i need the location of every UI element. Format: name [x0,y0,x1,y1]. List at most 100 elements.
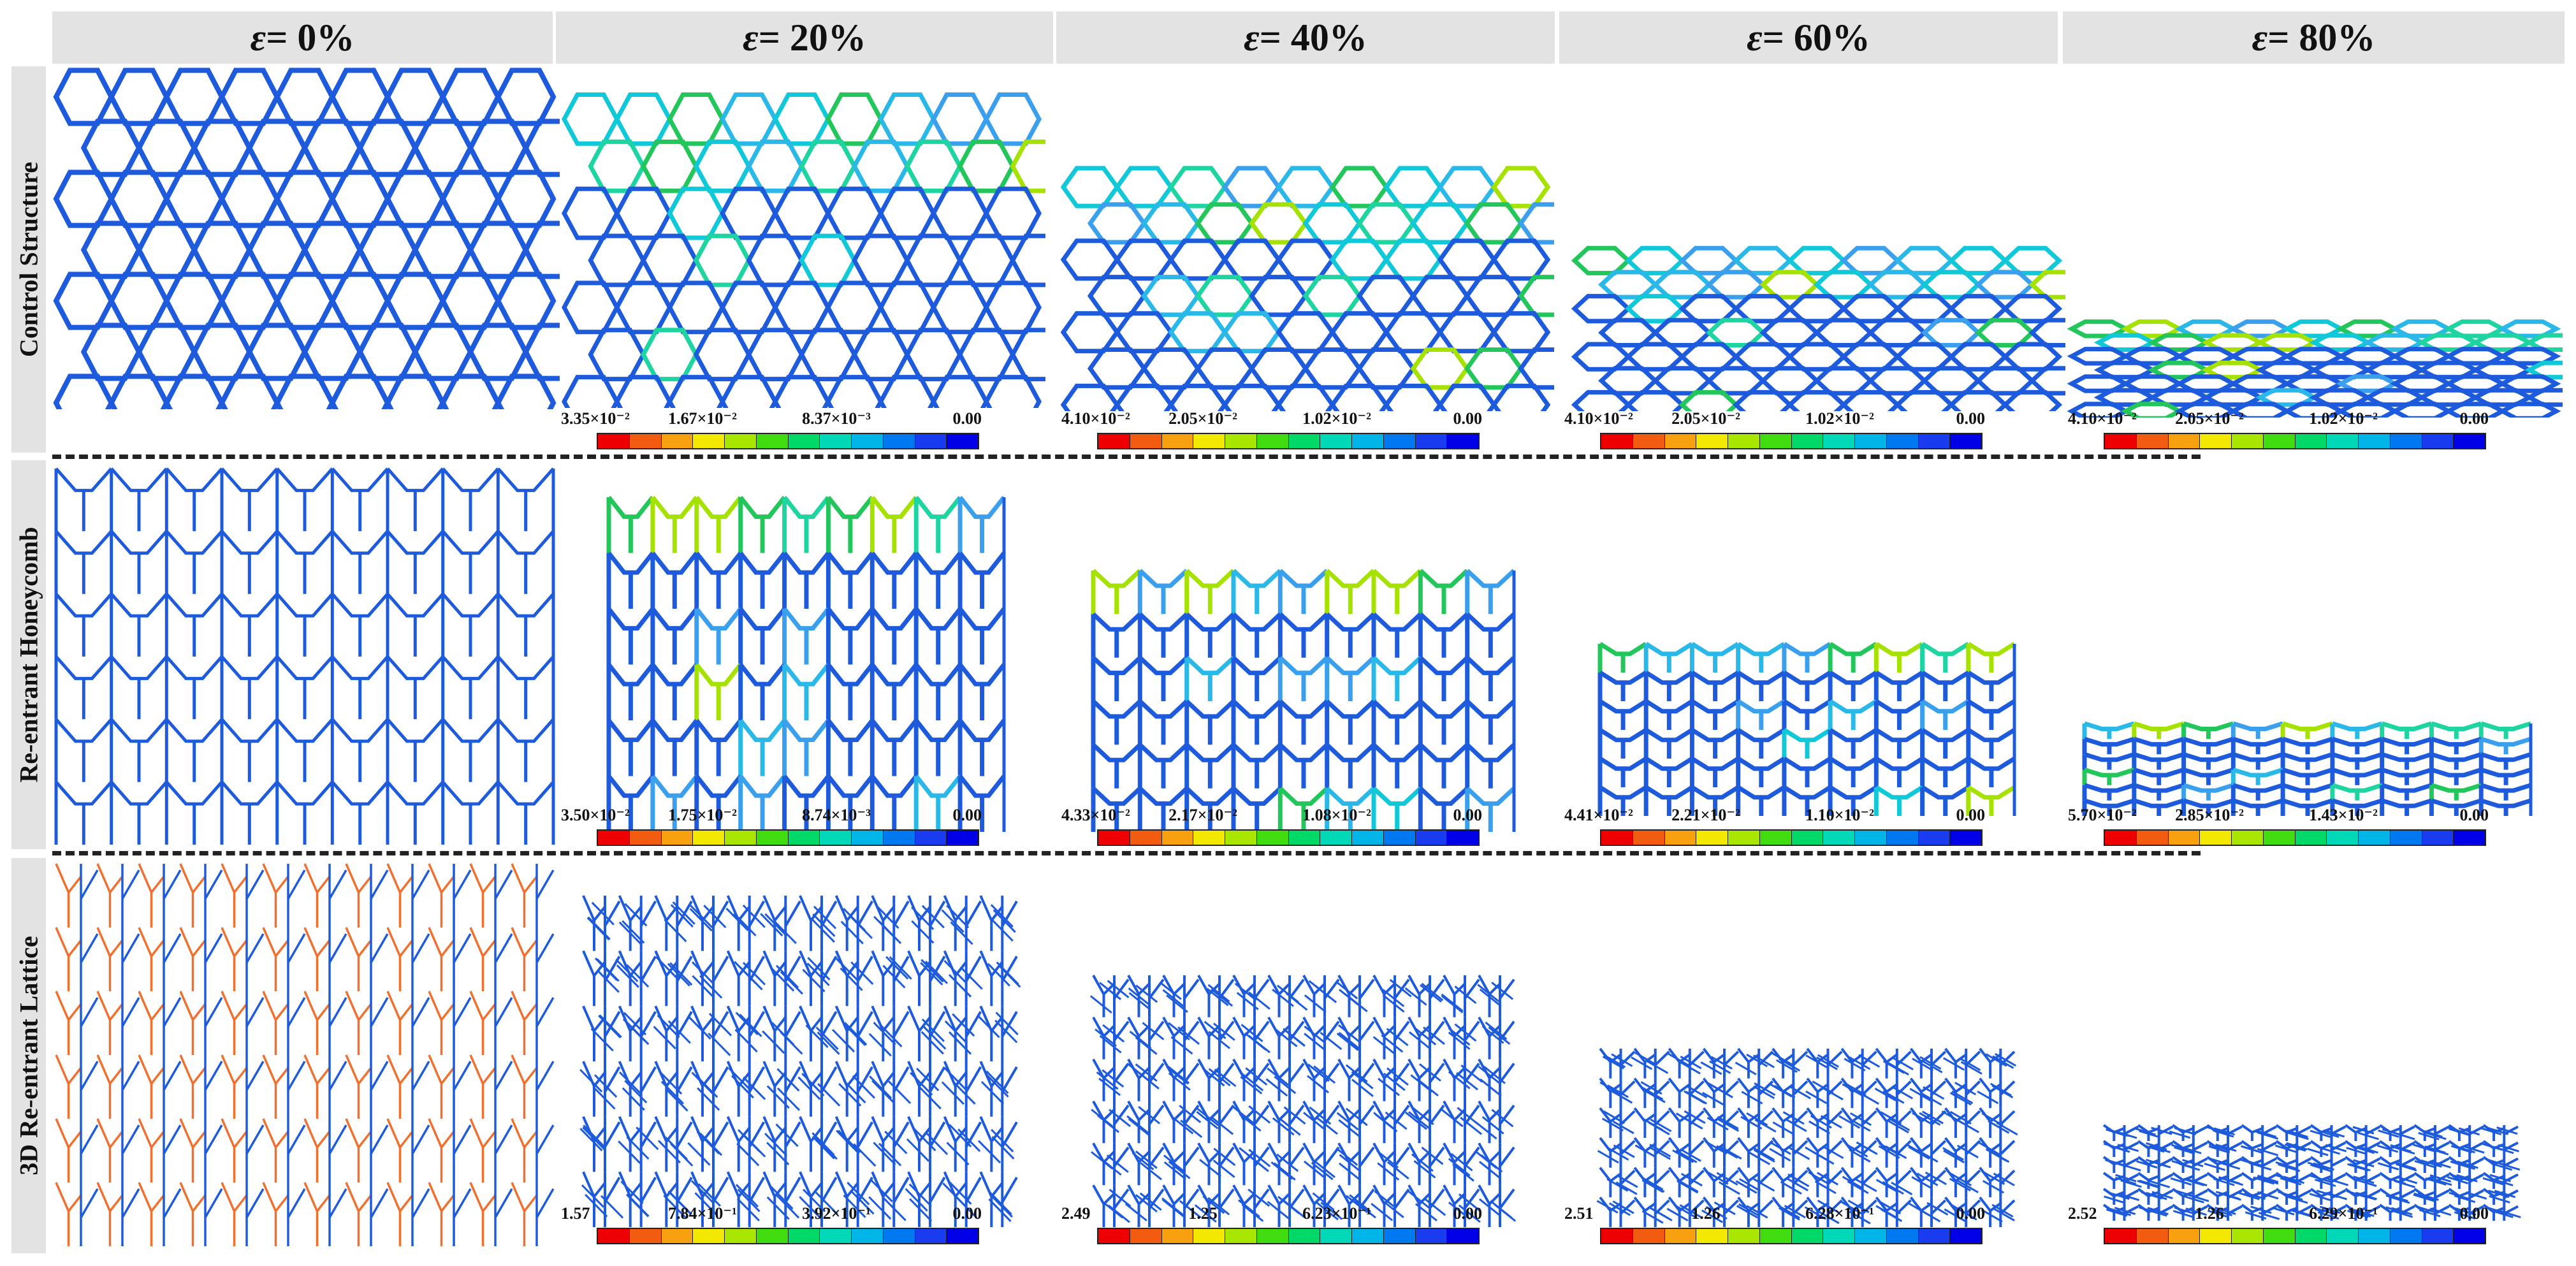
strut [1448,1158,1471,1177]
strut [328,1182,347,1246]
colorbar-swatch [1193,434,1225,448]
strut [2172,1210,2195,1219]
scale-tick-label: 0.00 [1956,409,1986,428]
strut [179,991,207,1055]
strut [1959,1057,1981,1072]
cell-edge [441,467,500,532]
strut [1596,1200,1619,1214]
scale-tick-label: 2.05×10⁻² [2175,409,2244,428]
cell-edge [219,374,280,409]
strut [626,1136,650,1160]
strut [1142,1022,1165,1040]
strut [1814,1180,1837,1195]
strut [920,962,943,986]
cell-edge [746,139,804,193]
strut [1826,1138,1843,1168]
cell-edge [1464,347,1524,390]
strut [1779,1058,1801,1072]
strut [80,928,99,991]
cell-edge [799,328,857,382]
cell-edge [2230,721,2284,739]
strut [879,1024,903,1047]
cell-edge [1383,166,1443,208]
strut [1619,1138,1636,1168]
cell-edge [1966,671,2016,701]
strut [579,1068,603,1093]
cell-edge [2478,768,2532,785]
strut [2429,1174,2452,1182]
strut [1454,1023,1477,1042]
strut [737,1188,760,1212]
strut [882,964,906,989]
cell-edge [1010,328,1045,382]
strut [1772,1167,1794,1198]
cell-edge [108,68,170,126]
cell-edge [1678,294,1740,324]
strut [775,964,799,989]
strut [1448,1027,1471,1046]
strut [876,905,899,929]
strut [1706,1117,1729,1131]
strut [1234,982,1257,1001]
strut [1236,992,1259,1010]
colorbar-swatch [2136,434,2169,448]
cell-edge [330,467,389,532]
cell-edge [275,593,334,657]
cell-edge [2132,783,2185,801]
strut [2148,1180,2171,1188]
strut [943,1066,967,1091]
strut [1647,1060,1669,1074]
strut [1345,1107,1368,1126]
strut [245,1119,265,1182]
cell-edge [1087,347,1147,390]
cell-edge [905,139,963,193]
cell-edge [2280,721,2333,739]
strut [345,863,372,928]
strut [1311,1161,1334,1181]
strut [1606,1178,1629,1192]
colorbar-swatch [1728,434,1760,448]
cell-edge [694,718,743,776]
colorbar-swatch [2454,1229,2485,1243]
strut [1443,1184,1466,1227]
cell-edge [2330,798,2383,816]
strut [80,864,99,928]
strut [1606,1084,1629,1098]
strut [921,1031,944,1055]
strut [1457,1107,1480,1126]
strut [1875,1179,1898,1193]
cell-edge [913,607,962,665]
cell-edge [2132,768,2185,785]
strut [535,928,555,991]
strut [1278,1117,1301,1136]
strut [2169,1130,2191,1139]
strut [1127,1184,1151,1227]
cell-edge [931,92,989,146]
colorbar-swatch [2327,1229,2359,1243]
cell-edge [606,607,655,665]
strut [245,928,265,991]
strut [1274,1075,1297,1095]
cell-edge [1782,642,1831,673]
cell-edge [1222,311,1282,354]
cell-edge [1643,728,1694,759]
row-label-control-structure: Control Structure [11,66,46,453]
strut [748,1006,766,1061]
strut [1640,1080,1663,1095]
cell-edge [1921,366,1982,396]
strut [1089,995,1112,1014]
strut [535,1055,555,1119]
strut [1212,1022,1235,1041]
strut [820,896,838,951]
strut [1702,1077,1726,1109]
cell-edge [746,233,804,287]
cell-edge [1652,270,1713,300]
scale-tick-label: 0.00 [952,1204,982,1223]
cell-edge [1597,642,1648,673]
strut [1680,1173,1703,1187]
cell-edge [412,323,474,381]
strut [1481,1116,1504,1135]
strut [1129,1030,1152,1049]
strut [596,969,620,993]
strut [943,1116,968,1172]
